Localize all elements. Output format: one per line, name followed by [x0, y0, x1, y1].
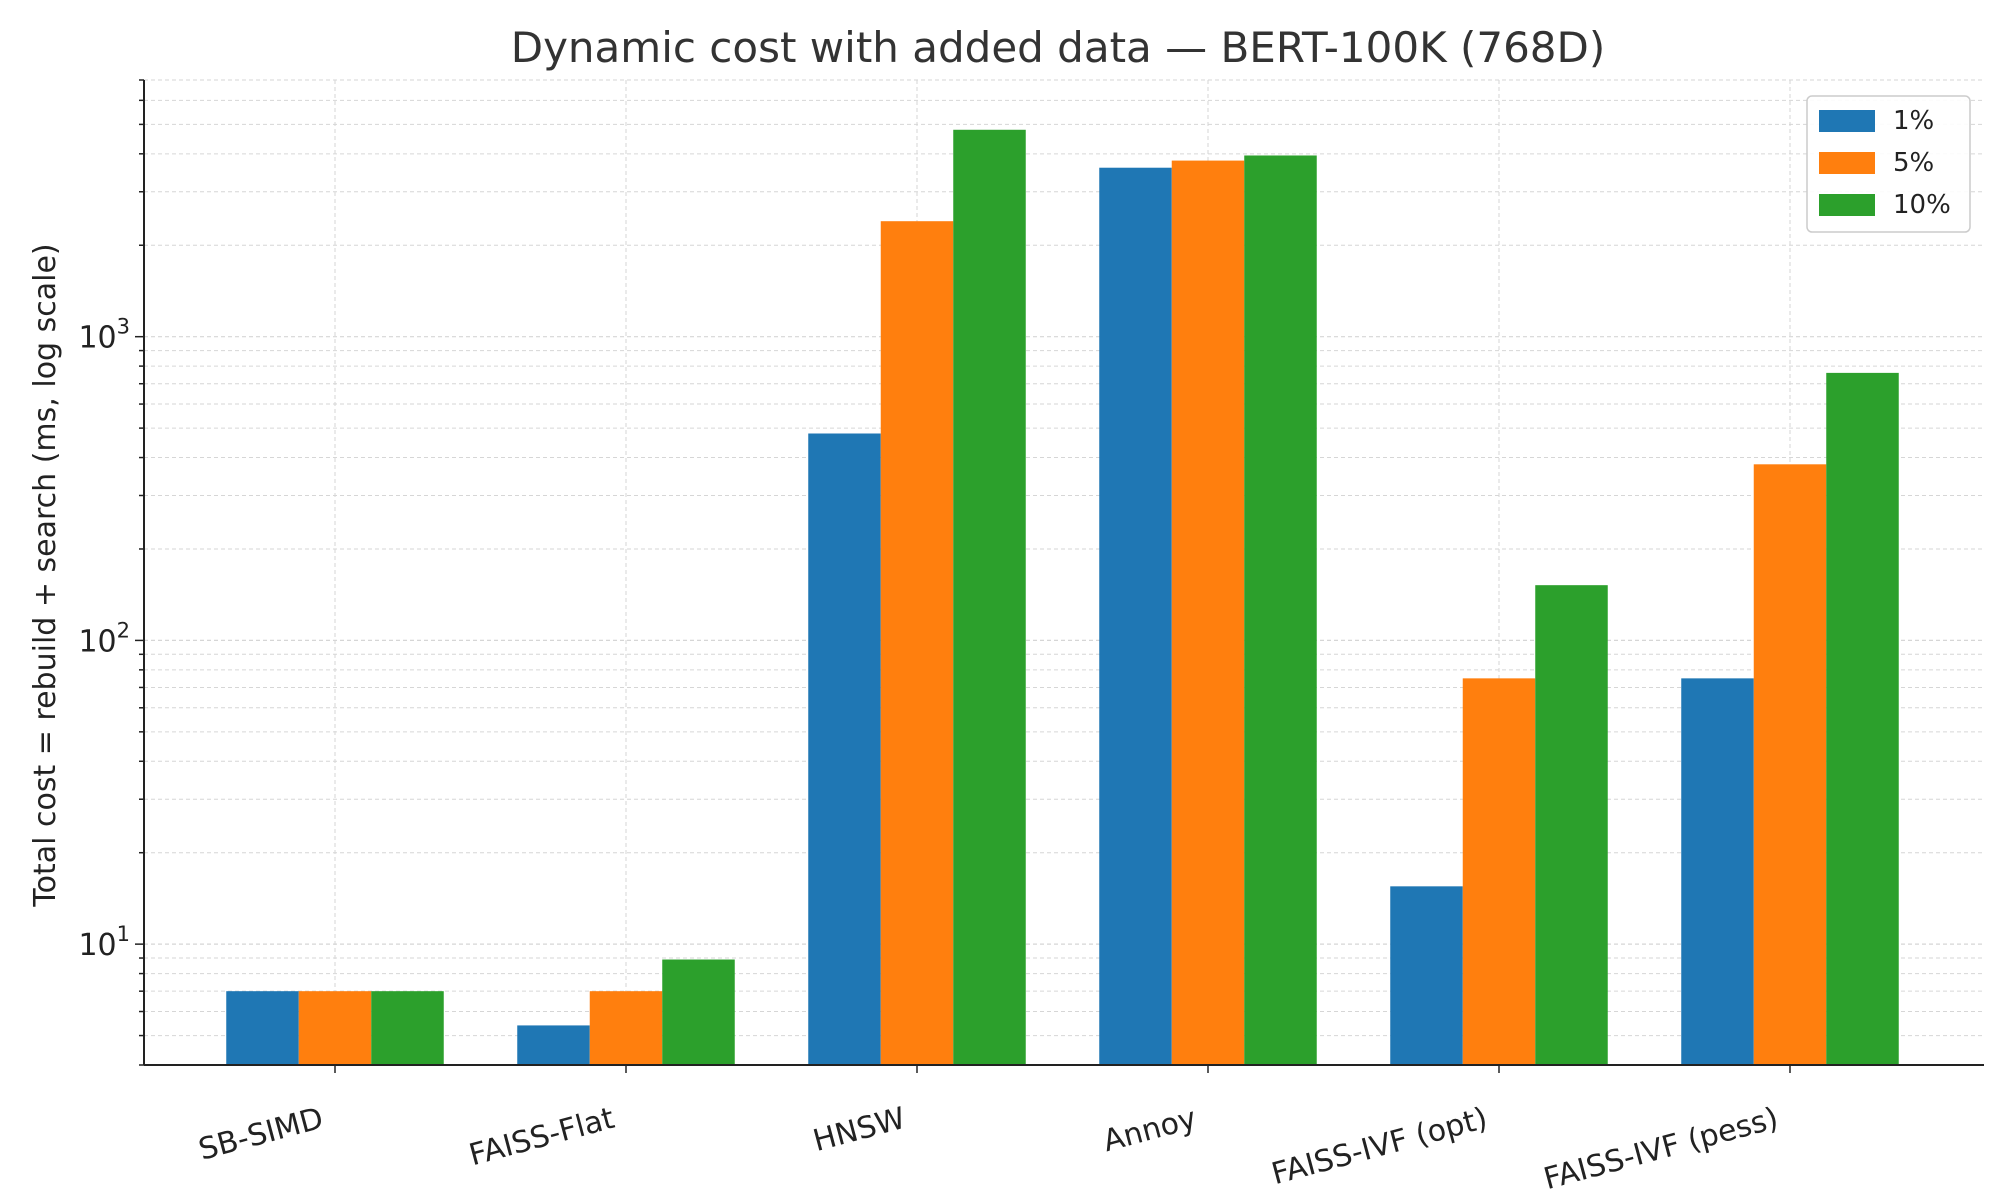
bar [1244, 155, 1317, 1066]
x-tick-label: HNSW [809, 1101, 909, 1159]
bar [371, 991, 444, 1065]
bar [298, 991, 372, 1065]
x-tick-label: Annoy [1100, 1101, 1201, 1159]
x-tick-label: SB-SIMD [195, 1101, 327, 1168]
legend-swatch [1819, 110, 1875, 132]
legend-swatch [1819, 194, 1875, 216]
bar [1826, 372, 1899, 1065]
x-tick-label: FAISS-Flat [466, 1101, 619, 1173]
bar [808, 433, 881, 1065]
y-tick-label: 102 [78, 618, 130, 659]
bar [1390, 886, 1463, 1065]
bar [953, 129, 1026, 1065]
x-tick-label: FAISS-IVF (opt) [1268, 1101, 1491, 1192]
bars [226, 129, 1899, 1066]
y-axis-label: Total cost = rebuild + search (ms, log s… [28, 243, 63, 907]
bar [226, 991, 299, 1065]
bar [589, 991, 663, 1065]
bar [1681, 678, 1754, 1065]
legend-label: 1% [1893, 106, 1934, 136]
bar [1535, 585, 1608, 1065]
bar [880, 221, 954, 1066]
legend-swatch [1819, 152, 1875, 174]
x-tick-label: FAISS-IVF (pess) [1540, 1101, 1782, 1197]
legend-label: 10% [1893, 190, 1951, 220]
bar [1171, 160, 1245, 1065]
bar [1099, 167, 1172, 1066]
y-tick-label: 101 [78, 922, 130, 963]
bar [1753, 464, 1827, 1065]
bar [517, 1025, 590, 1065]
chart-title: Dynamic cost with added data — BERT-100K… [511, 23, 1606, 72]
legend: 1% 5% 10% [1806, 95, 1971, 233]
y-tick-label: 103 [78, 315, 130, 356]
bar [662, 959, 735, 1065]
legend-label: 5% [1893, 148, 1934, 178]
bar [1462, 678, 1536, 1065]
